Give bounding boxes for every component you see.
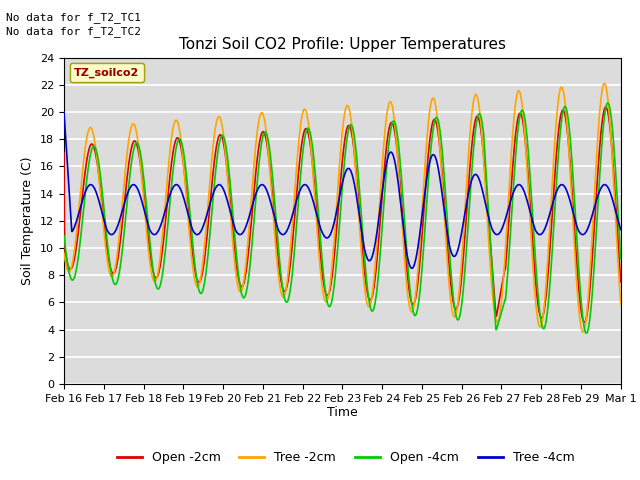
Text: No data for f_T2_TC1: No data for f_T2_TC1 [6, 12, 141, 23]
X-axis label: Time: Time [327, 407, 358, 420]
Legend: Open -2cm, Tree -2cm, Open -4cm, Tree -4cm: Open -2cm, Tree -2cm, Open -4cm, Tree -4… [112, 446, 579, 469]
Text: No data for f_T2_TC2: No data for f_T2_TC2 [6, 26, 141, 37]
Y-axis label: Soil Temperature (C): Soil Temperature (C) [22, 156, 35, 285]
Title: Tonzi Soil CO2 Profile: Upper Temperatures: Tonzi Soil CO2 Profile: Upper Temperatur… [179, 37, 506, 52]
Legend: TZ_soilco2: TZ_soilco2 [70, 63, 144, 82]
